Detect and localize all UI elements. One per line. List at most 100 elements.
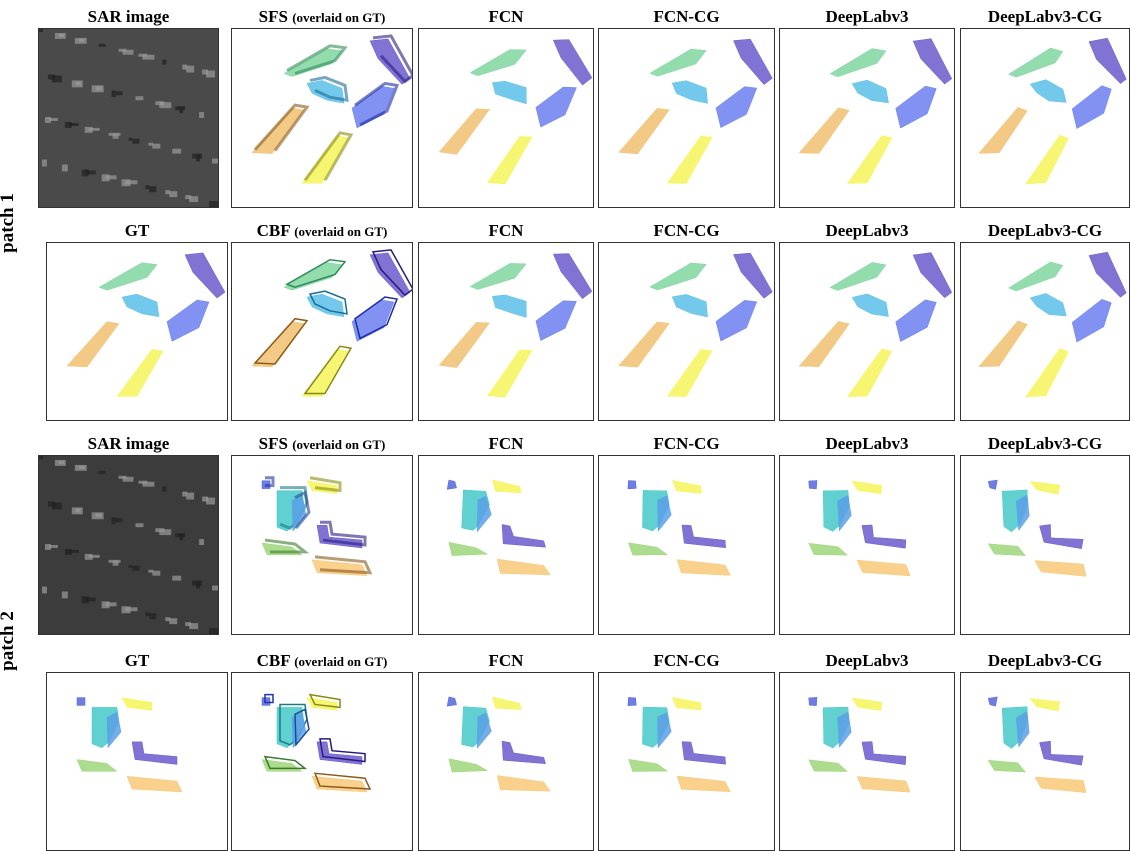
panel xyxy=(598,672,775,851)
segment xyxy=(492,295,526,318)
segment xyxy=(650,49,706,76)
segment xyxy=(896,300,937,342)
panel-title: SAR image xyxy=(38,8,219,26)
segment xyxy=(132,742,177,765)
segment xyxy=(1025,348,1068,397)
segment xyxy=(830,262,886,290)
panel-title: CBF (overlaid on GT) xyxy=(231,652,413,671)
panel-title: SFS (overlaid on GT) xyxy=(231,435,413,454)
panel-title-text: DeepLabv3 xyxy=(825,7,908,26)
panel-title-text: SFS xyxy=(259,7,288,26)
panel-image xyxy=(232,29,412,207)
sar-speckle xyxy=(185,622,191,626)
panel-title-text: FCN-CG xyxy=(653,651,719,670)
panel-image xyxy=(47,673,227,850)
panel-title-text: CBF xyxy=(257,221,290,240)
segment xyxy=(733,39,772,84)
panel-title-text: FCN-CG xyxy=(653,221,719,240)
segment xyxy=(1089,38,1126,83)
sar-speckle xyxy=(182,65,187,70)
panel-image xyxy=(599,456,774,634)
sar-speckle xyxy=(99,44,106,47)
panel-title-note: (overlaid on GT) xyxy=(294,224,387,239)
segment xyxy=(857,776,910,792)
panel xyxy=(231,28,413,208)
panel-title-text: FCN-CG xyxy=(653,434,719,453)
segment xyxy=(1030,481,1060,494)
segment xyxy=(1039,741,1083,765)
panel-title: FCN-CG xyxy=(598,8,775,26)
segment xyxy=(838,712,852,747)
segment xyxy=(477,713,491,748)
panel-title-note: (overlaid on GT) xyxy=(292,10,385,25)
sar-speckle xyxy=(129,565,133,568)
panel-title-text: FCN xyxy=(489,651,524,670)
sar-speckle xyxy=(202,70,208,75)
segment xyxy=(988,697,997,706)
sar-speckle xyxy=(162,487,166,492)
sar-speckle xyxy=(65,122,72,128)
panel xyxy=(231,242,413,421)
panel-title-text: FCN-CG xyxy=(653,7,719,26)
sar-speckle xyxy=(102,601,110,608)
panel-image xyxy=(599,243,774,420)
sar-speckle xyxy=(72,80,83,87)
segment xyxy=(449,542,488,555)
panel-title: FCN xyxy=(418,222,594,240)
sar-speckle xyxy=(172,576,181,581)
segment xyxy=(799,321,849,366)
segment xyxy=(117,349,163,396)
panel-title-text: GT xyxy=(125,221,150,240)
panel xyxy=(38,455,219,635)
segment xyxy=(77,760,117,772)
sar-speckle xyxy=(152,571,160,576)
panel-title-text: DeepLabv3-CG xyxy=(988,7,1102,26)
panel-title-text: DeepLabv3 xyxy=(825,221,908,240)
segment xyxy=(672,480,701,493)
segment xyxy=(1072,86,1111,129)
segment xyxy=(677,776,730,792)
segment xyxy=(658,713,672,748)
segment xyxy=(1072,299,1111,342)
sar-speckle xyxy=(209,628,218,634)
panel-title: GT xyxy=(46,652,228,670)
segment xyxy=(716,300,757,341)
segment xyxy=(67,322,119,367)
panel xyxy=(38,28,219,208)
sar-speckle xyxy=(148,143,153,146)
panel-title: DeepLabv3-CG xyxy=(960,222,1130,240)
panel xyxy=(418,242,594,421)
panel-title: DeepLabv3 xyxy=(779,8,955,26)
sar-speckle xyxy=(175,106,185,110)
segment xyxy=(852,80,888,103)
panel-title-text: FCN xyxy=(489,434,524,453)
segment xyxy=(716,87,757,128)
panel xyxy=(598,28,775,208)
segment xyxy=(127,776,182,792)
sar-speckle xyxy=(192,154,202,159)
sar-speckle xyxy=(165,617,170,621)
sar-speckle xyxy=(85,127,93,133)
panel-title-text: DeepLabv3-CG xyxy=(988,434,1102,453)
sar-speckle xyxy=(48,74,55,79)
segment xyxy=(1009,262,1063,291)
sar-speckle xyxy=(199,112,204,118)
segment xyxy=(1089,252,1126,297)
segment xyxy=(619,108,670,153)
sar-speckle xyxy=(162,60,166,65)
segment xyxy=(492,697,521,710)
panel-image xyxy=(232,673,412,850)
segment xyxy=(672,294,707,317)
sar-speckle xyxy=(62,591,68,598)
sar-speckle xyxy=(209,201,218,207)
segment xyxy=(312,776,367,792)
segment xyxy=(1039,524,1083,548)
segment xyxy=(497,776,550,792)
panel xyxy=(418,672,594,851)
sar-speckle xyxy=(82,596,89,603)
panel-title: FCN-CG xyxy=(598,435,775,453)
segment xyxy=(809,697,817,705)
segment xyxy=(1016,712,1029,747)
panel-title: GT xyxy=(46,222,228,240)
sar-speckle xyxy=(116,518,123,522)
